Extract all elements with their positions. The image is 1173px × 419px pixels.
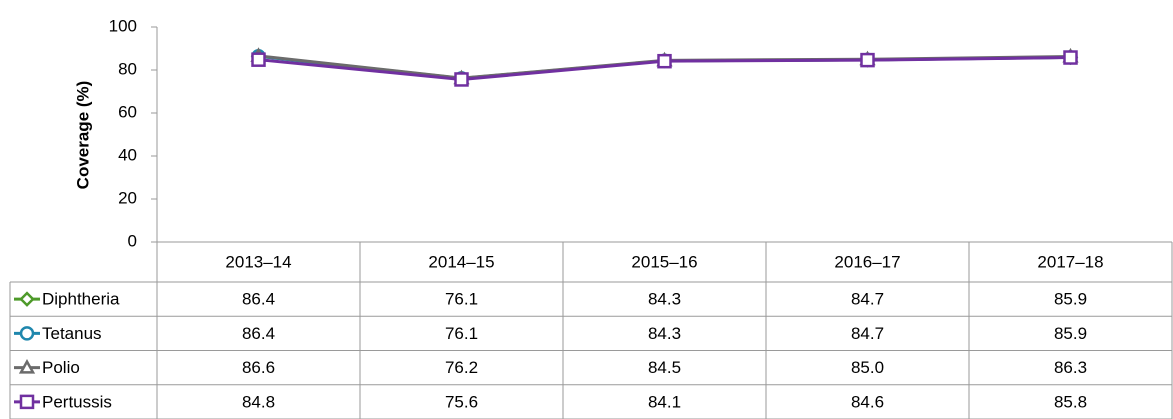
legend-label: Tetanus	[42, 324, 102, 343]
table-value: 76.1	[445, 290, 478, 309]
marker	[454, 72, 469, 87]
y-tick-label: 80	[118, 59, 137, 78]
marker	[657, 53, 672, 69]
table-value: 84.3	[648, 290, 681, 309]
legend-marker	[18, 359, 36, 374]
y-tick-label: 20	[118, 188, 137, 207]
y-tick-label: 60	[118, 102, 137, 121]
x-tick-label: 2016–17	[834, 252, 900, 271]
marker	[1063, 50, 1078, 65]
legend-label: Polio	[42, 358, 80, 377]
marker	[860, 52, 875, 68]
table-value: 85.9	[1054, 324, 1087, 343]
table-value: 85.0	[851, 358, 884, 377]
y-tick-label: 40	[118, 145, 137, 164]
x-tick-label: 2017–18	[1037, 252, 1103, 271]
legend-marker	[19, 326, 35, 341]
y-tick-label: 100	[109, 16, 137, 35]
table-value: 84.3	[648, 324, 681, 343]
table-value: 85.8	[1054, 392, 1087, 411]
y-axis-label: Coverage (%)	[73, 81, 92, 190]
table-value: 86.4	[242, 324, 275, 343]
table-value: 76.1	[445, 324, 478, 343]
marker	[251, 52, 266, 67]
table-value: 86.6	[242, 358, 275, 377]
table-value: 84.7	[851, 324, 884, 343]
table-value: 85.9	[1054, 290, 1087, 309]
legend-marker	[19, 291, 35, 307]
table-value: 84.7	[851, 290, 884, 309]
table-value: 84.6	[851, 392, 884, 411]
table-value: 86.3	[1054, 358, 1087, 377]
x-tick-label: 2013–14	[225, 252, 291, 271]
table-value: 76.2	[445, 358, 478, 377]
legend-label: Diphtheria	[42, 290, 120, 309]
legend-label: Pertussis	[42, 392, 112, 411]
table-value: 86.4	[242, 290, 275, 309]
table-value: 84.1	[648, 392, 681, 411]
x-tick-label: 2015–16	[631, 252, 697, 271]
y-tick-label: 0	[128, 231, 137, 250]
table-value: 75.6	[445, 392, 478, 411]
table-value: 84.5	[648, 358, 681, 377]
x-tick-label: 2014–15	[428, 252, 494, 271]
table-value: 84.8	[242, 392, 275, 411]
legend-marker	[19, 394, 35, 410]
